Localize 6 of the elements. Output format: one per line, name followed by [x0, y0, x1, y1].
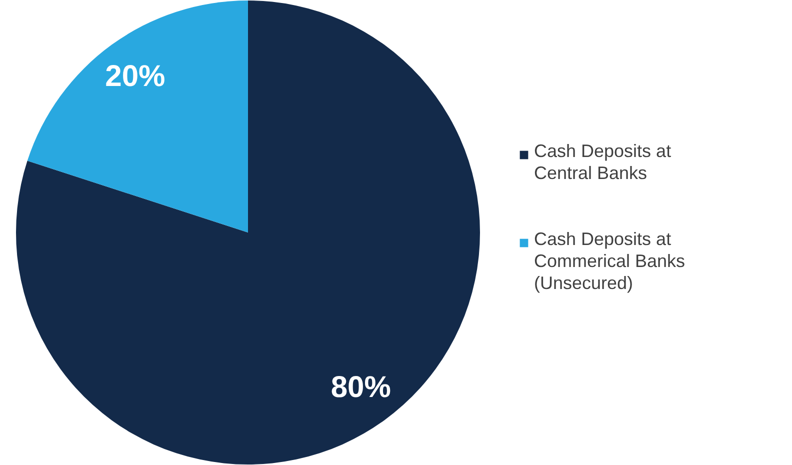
pie-slice: [27, 0, 248, 232]
pie-slice: [16, 0, 480, 464]
legend-label: Cash Deposits at Central Banks: [534, 141, 672, 183]
legend-label: Cash Deposits at Commerical Banks (Unsecured): [534, 229, 686, 293]
data-label: 80%: [330, 370, 391, 404]
data-label: 20%: [105, 60, 166, 94]
